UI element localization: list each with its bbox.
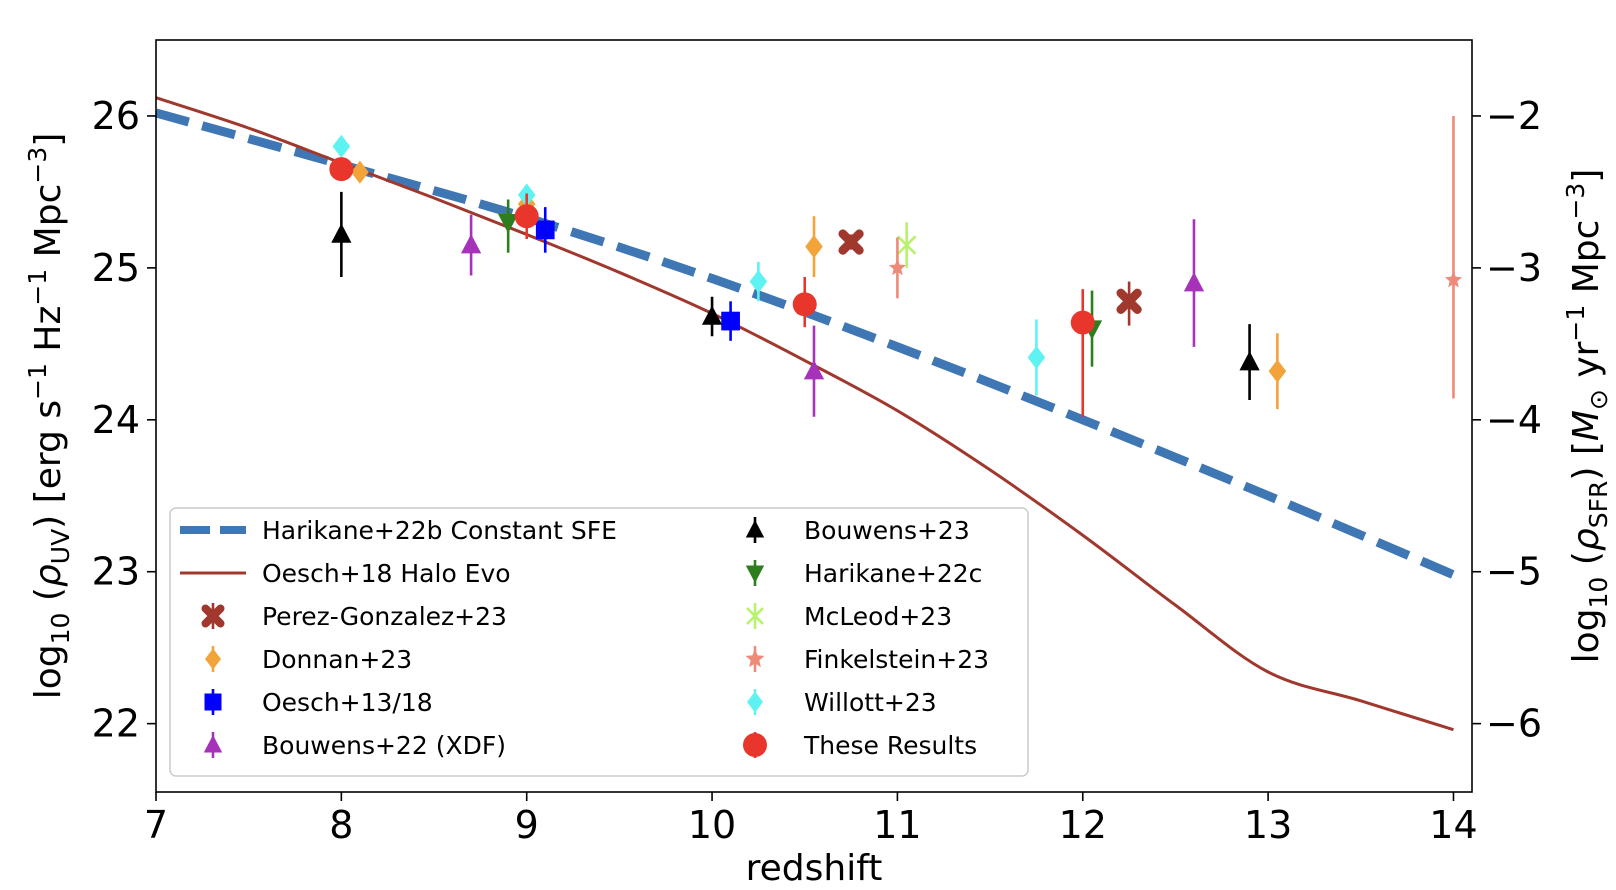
legend-marker-donnan-23 bbox=[205, 648, 221, 670]
legend-marker-these-results bbox=[743, 733, 767, 757]
bouwens-22-xdf-point bbox=[1183, 272, 1205, 292]
bouwens-23-point bbox=[1239, 351, 1260, 371]
legend: Harikane+22b Constant SFE Oesch+18 Halo E… bbox=[169, 507, 1029, 777]
model-curves bbox=[154, 96, 1456, 732]
y-tick-label-left: 24 bbox=[92, 398, 140, 442]
willott-23-point bbox=[332, 134, 351, 158]
y-tick-label-left: 25 bbox=[92, 246, 140, 290]
y-axis-left-title: log10 (ρUV) [erg s−1 Hz−1 Mpc−3] bbox=[23, 133, 75, 700]
x-tick-label: 14 bbox=[1429, 803, 1477, 847]
legend-label-bouwens-23: Bouwens+23 bbox=[804, 516, 970, 545]
legend-label-oesch-13-18: Oesch+13/18 bbox=[262, 688, 433, 717]
perez-gonzalez-23-point bbox=[838, 229, 864, 255]
willott-23-point bbox=[749, 270, 768, 294]
bouwens-23-point bbox=[701, 305, 723, 325]
y-axis-right-title: log10 (ρSFR) [M⊙ yr−1 Mpc−3] bbox=[1561, 169, 1613, 664]
legend-marker-willott-23 bbox=[747, 691, 763, 713]
these-results-point bbox=[514, 204, 539, 229]
legend-label-oesch-18-halo-evo: Oesch+18 Halo Evo bbox=[262, 559, 511, 588]
oesch-13-18-point bbox=[535, 220, 555, 240]
harikane-22c-point bbox=[498, 214, 519, 234]
legend-label-willott-23: Willott+23 bbox=[804, 688, 937, 717]
legend-marker-perez-gonzalez-23 bbox=[201, 604, 225, 628]
x-tick-label: 12 bbox=[1059, 803, 1107, 847]
donnan-23-point bbox=[351, 160, 369, 184]
donnan-23-point bbox=[1268, 359, 1287, 383]
these-results-point bbox=[329, 157, 354, 182]
finkelstein-23-point bbox=[1444, 271, 1463, 288]
legend-marker-finkelstein-23 bbox=[745, 649, 765, 668]
data-points bbox=[329, 115, 1463, 417]
perez-gonzalez-23-point bbox=[1116, 288, 1142, 314]
y-tick-label-right: −4 bbox=[1486, 398, 1542, 442]
y-tick-label-left: 23 bbox=[92, 550, 140, 594]
y-tick-label-right: −2 bbox=[1486, 94, 1542, 138]
legend-marker-harikane-22c bbox=[745, 565, 765, 583]
y-tick-label-right: −5 bbox=[1486, 550, 1542, 594]
series-harikane-22c bbox=[498, 199, 1103, 367]
legend-label-these-results: These Results bbox=[803, 731, 977, 760]
series-bouwens-23 bbox=[331, 191, 1260, 401]
curve-harikane-22b-constant-sfe bbox=[154, 108, 1456, 579]
series-oesch-13-18 bbox=[535, 207, 740, 341]
x-tick-label: 13 bbox=[1244, 803, 1292, 847]
these-results-point bbox=[792, 292, 817, 317]
legend-label-perez-gonzalez-23: Perez-Gonzalez+23 bbox=[262, 602, 507, 631]
legend-label-mcleod-23: McLeod+23 bbox=[804, 602, 952, 631]
series-these-results bbox=[329, 157, 1095, 417]
legend-label-donnan-23: Donnan+23 bbox=[262, 645, 412, 674]
legend-label-harikane-22b-constant-sfe: Harikane+22b Constant SFE bbox=[262, 516, 617, 545]
series-perez-gonzalez-23 bbox=[838, 229, 1142, 326]
axis-ticks: 7 8 9 10 11 12 13 14 22 23 24 25 26 −6 −5 −4 −3 −2 bbox=[92, 94, 1542, 847]
y-tick-label-right: −3 bbox=[1486, 246, 1542, 290]
donnan-23-point bbox=[805, 235, 823, 259]
plot-frame bbox=[155, 39, 1473, 793]
legend-label-bouwens-22-xdf: Bouwens+22 (XDF) bbox=[262, 731, 506, 760]
x-tick-label: 7 bbox=[144, 803, 168, 847]
x-tick-label: 11 bbox=[873, 803, 921, 847]
series-mcleod-23 bbox=[896, 222, 917, 268]
series-finkelstein-23 bbox=[888, 115, 1463, 399]
x-tick-label: 8 bbox=[329, 803, 353, 847]
x-tick-label: 9 bbox=[515, 803, 539, 847]
x-tick-label: 10 bbox=[688, 803, 736, 847]
y-tick-label-left: 26 bbox=[92, 94, 140, 138]
legend-marker-bouwens-23 bbox=[745, 520, 765, 538]
series-willott-23 bbox=[332, 134, 1046, 396]
curve-oesch-18-halo-evo bbox=[155, 96, 1454, 732]
these-results-point bbox=[1070, 310, 1095, 335]
bouwens-22-xdf-point bbox=[460, 234, 482, 254]
x-axis-title: redshift bbox=[746, 848, 883, 889]
finkelstein-23-point bbox=[888, 258, 906, 276]
mcleod-23-point bbox=[896, 235, 917, 255]
bouwens-22-xdf-point bbox=[803, 360, 825, 380]
legend-marker-bouwens-22-xdf bbox=[203, 735, 223, 753]
legend-label-finkelstein-23: Finkelstein+23 bbox=[804, 645, 989, 674]
willott-23-point bbox=[1027, 345, 1046, 370]
series-bouwens-22-xdf bbox=[460, 214, 1205, 417]
bouwens-23-point bbox=[331, 223, 352, 243]
legend-marker-oesch-13-18 bbox=[204, 693, 222, 711]
legend-label-harikane-22c: Harikane+22c bbox=[804, 559, 982, 588]
y-tick-label-left: 22 bbox=[92, 702, 140, 746]
y-tick-label-right: −6 bbox=[1486, 702, 1542, 746]
legend-marker-mcleod-23 bbox=[746, 607, 764, 625]
oesch-13-18-point bbox=[721, 311, 740, 331]
legend-box bbox=[169, 507, 1029, 777]
